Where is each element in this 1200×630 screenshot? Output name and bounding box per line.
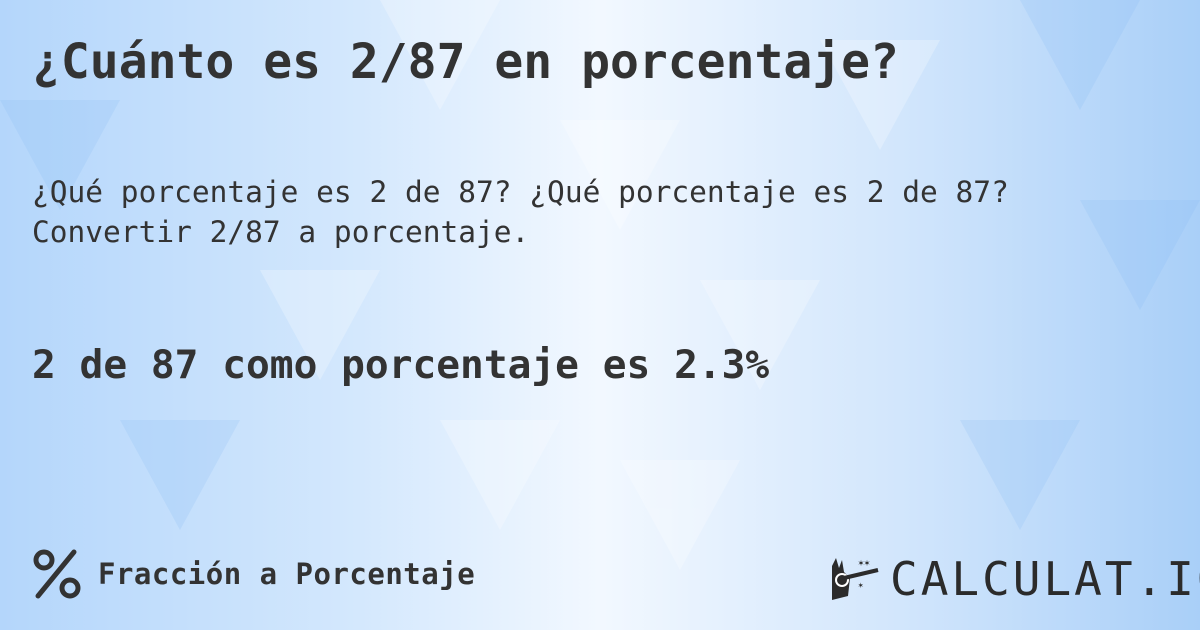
category-label: Fracción a Porcentaje	[98, 557, 476, 591]
result-text: 2 de 87 como porcentaje es 2.3%	[32, 342, 770, 388]
subtitle-line-2: Convertir 2/87 a porcentaje.	[32, 215, 530, 249]
page-title: ¿Cuánto es 2/87 en porcentaje?	[32, 34, 899, 90]
subtitle: ¿Qué porcentaje es 2 de 87? ¿Qué porcent…	[32, 172, 1009, 252]
category-link[interactable]: Fracción a Porcentaje	[32, 548, 475, 600]
subtitle-line-1: ¿Qué porcentaje es 2 de 87? ¿Qué porcent…	[32, 175, 1009, 209]
logo-text: CALCULAT.IO	[890, 552, 1200, 606]
svg-text:✶✶: ✶✶	[858, 558, 870, 569]
calculat-logo[interactable]: ✶✶ ✶ CALCULAT.IO	[828, 556, 1200, 602]
percent-icon	[33, 549, 81, 599]
svg-text:✶: ✶	[858, 581, 864, 591]
magic-hand-icon: ✶✶ ✶	[832, 558, 879, 600]
